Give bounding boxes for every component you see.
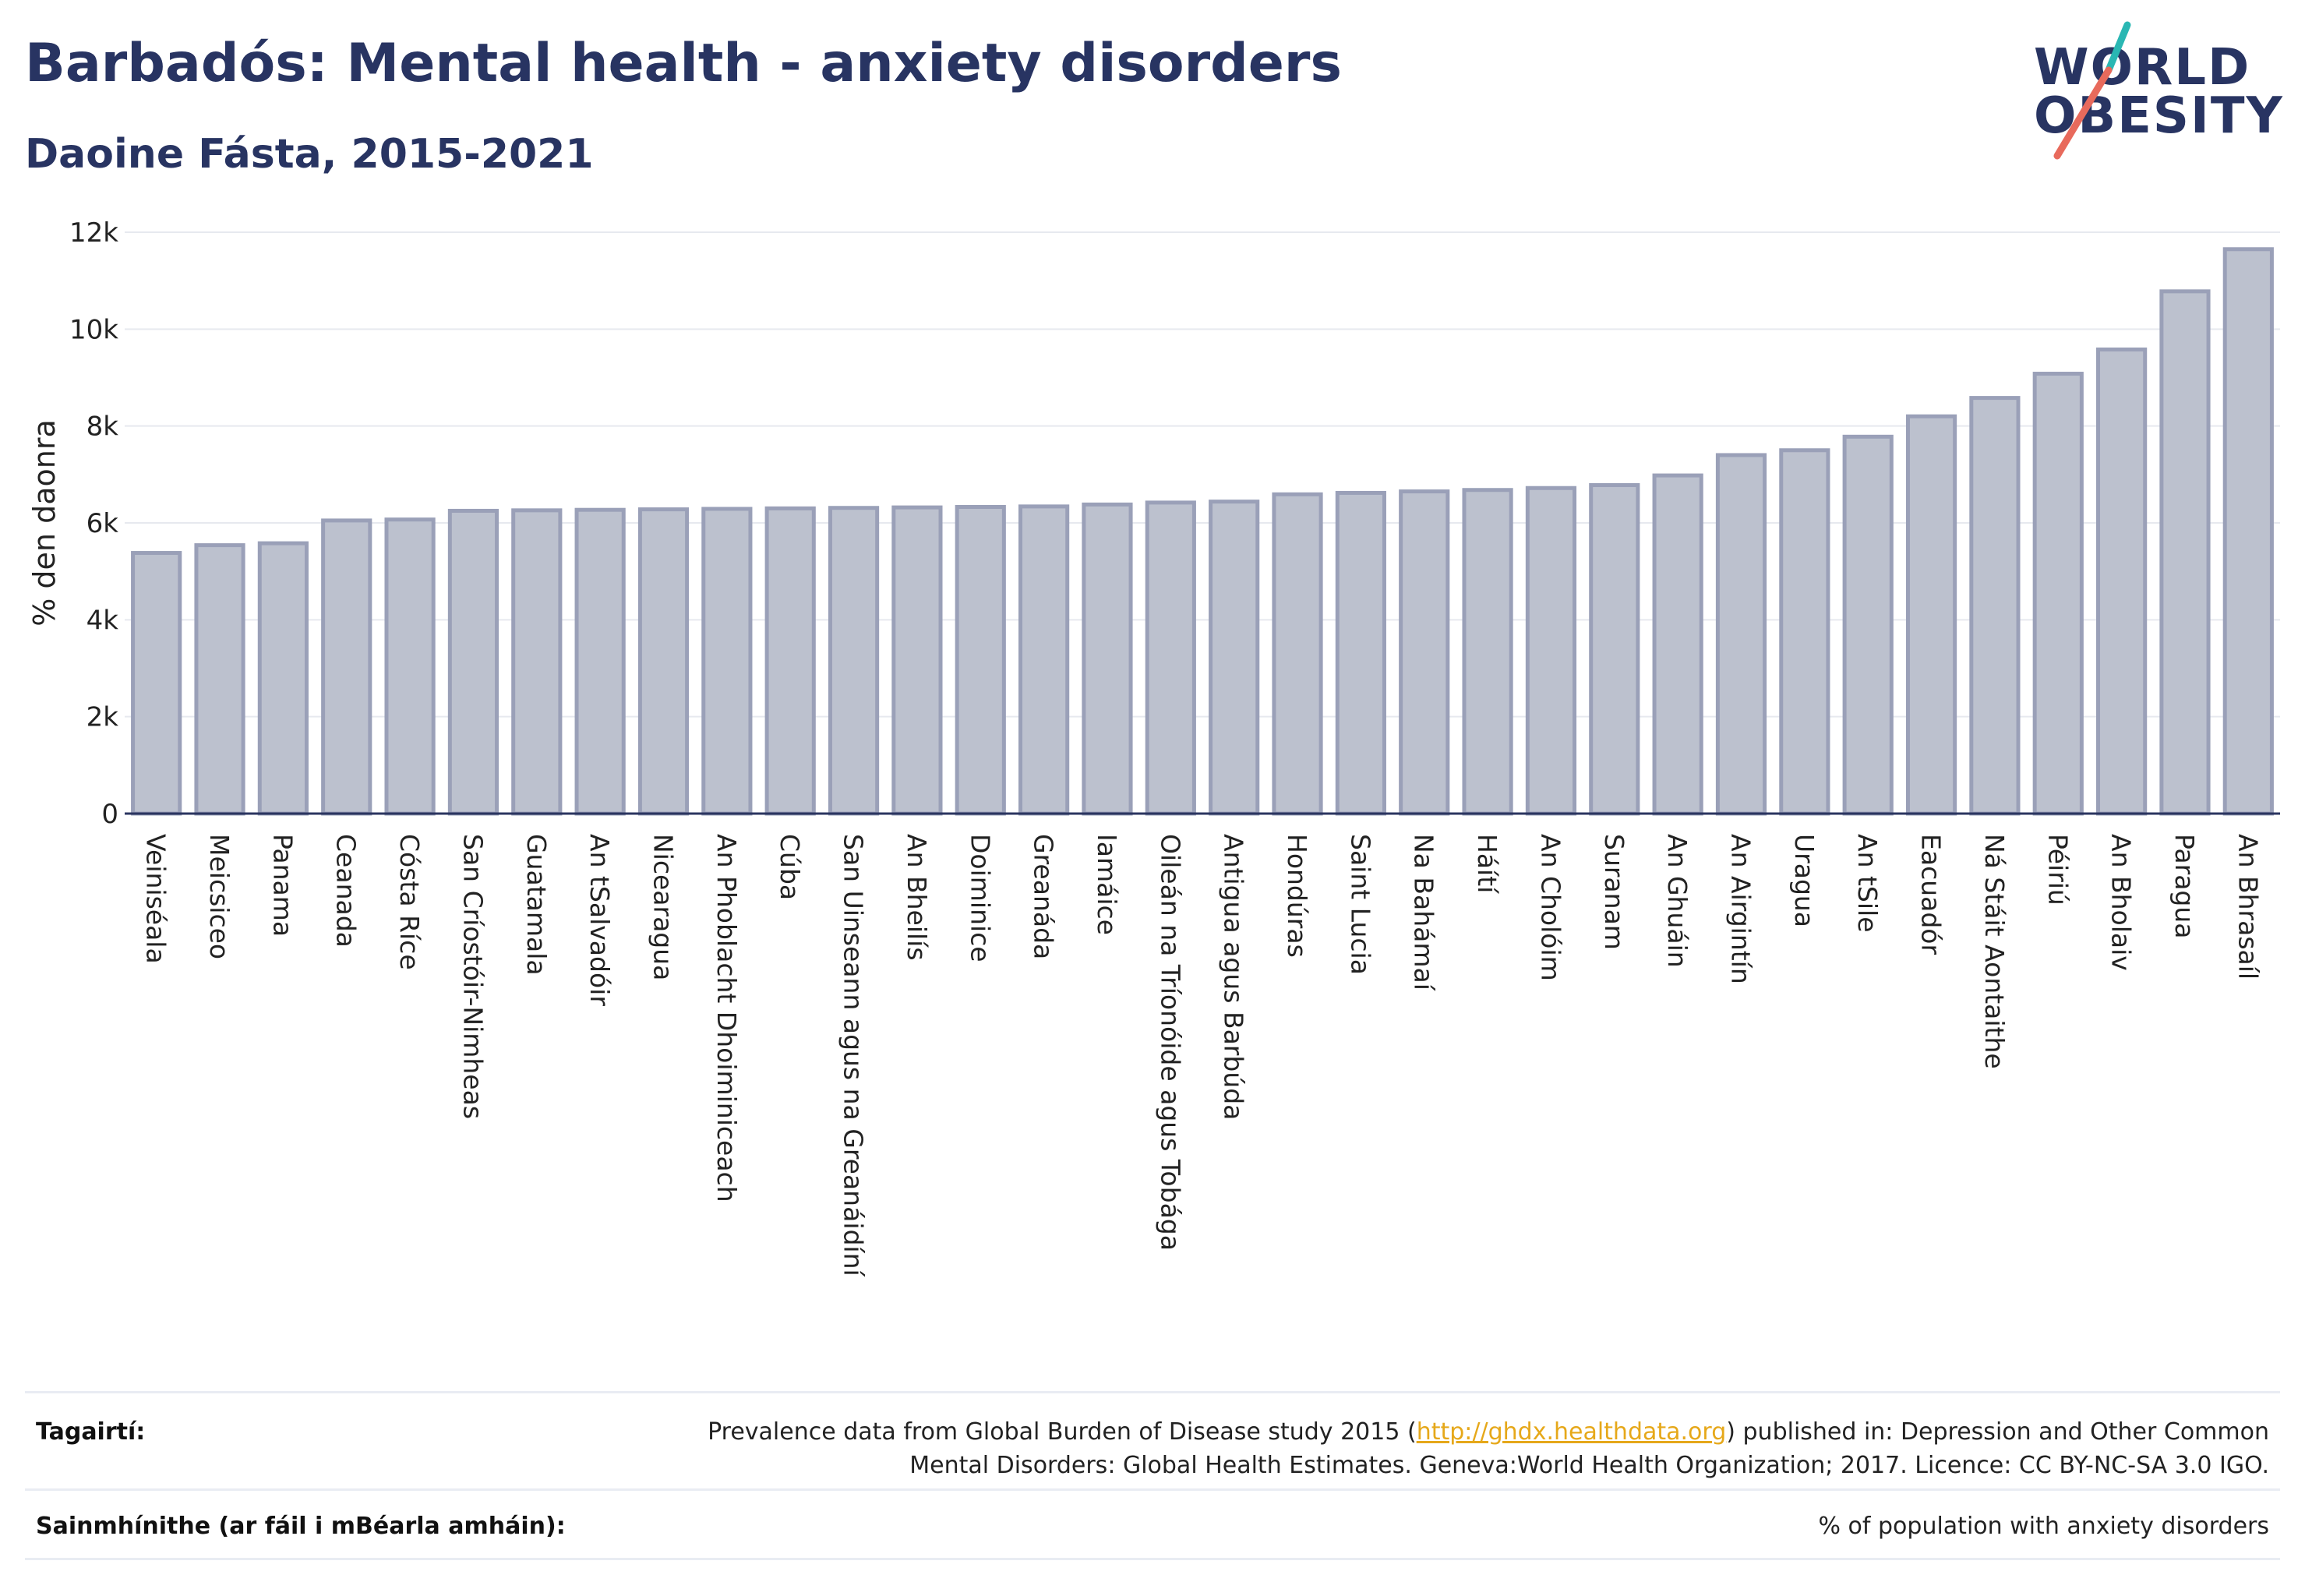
bar	[637, 507, 690, 816]
bar	[955, 504, 1006, 816]
x-tick-label: Oileán na Tríonóide agus Tobága	[1155, 834, 1185, 1251]
bar	[321, 518, 372, 816]
bar	[1969, 396, 2021, 816]
x-tick-label: Uragua	[1789, 834, 1820, 927]
x-tick-label: Greanáda	[1029, 834, 1059, 959]
x-tick-label: Guatamala	[521, 834, 552, 976]
y-tick-label: 8k	[86, 411, 119, 443]
x-tick-label: Veiniséala	[141, 834, 171, 964]
x-tick-label: Meicsiceo	[204, 834, 235, 959]
bar	[891, 505, 943, 816]
bar	[1462, 488, 1513, 816]
bar	[2222, 247, 2274, 816]
bar-chart: 0 2k 4k 6k 8k 10k 12k % den daonra Veiniséala Mei…	[27, 217, 2280, 1278]
x-tick-label: An Bhrasaíl	[2233, 834, 2263, 980]
x-tick-label: Cúba	[775, 834, 805, 900]
x-tick-label: Ceanada	[331, 834, 362, 948]
x-tick-label: An Bheilís	[902, 834, 932, 961]
chart-subtitle: Daoine Fásta, 2015-2021	[25, 131, 594, 178]
definitions-text: % of population with anxiety disorders	[1818, 1513, 2269, 1540]
x-tick-label: An Ghuáin	[1662, 834, 1693, 968]
x-tick-label: Péiriú	[2042, 834, 2073, 906]
bar	[2159, 289, 2211, 816]
bar	[1905, 414, 1957, 816]
x-tick-label: An Airgintín	[1726, 834, 1756, 984]
definitions-row: Sainmhínithe (ar fáil i mBéarla amháin):…	[25, 1488, 2280, 1560]
bar	[1399, 489, 1450, 816]
x-tick-label: Na Bahámaí	[1409, 834, 1439, 992]
bar	[2096, 347, 2148, 816]
references-link[interactable]: http://ghdx.healthdata.org	[1416, 1418, 1727, 1446]
definitions-label: Sainmhínithe (ar fáil i mBéarla amháin):	[36, 1513, 566, 1540]
bar	[2032, 372, 2084, 816]
y-axis-label: % den daonra	[27, 419, 62, 627]
bar	[1589, 483, 1640, 816]
x-tick-label: Nicearagua	[648, 834, 679, 980]
x-tick-label: An tSile	[1852, 834, 1883, 933]
bar	[1715, 453, 1767, 816]
bar	[1145, 500, 1196, 816]
y-tick-label: 10k	[69, 314, 118, 345]
references-text-line2: Mental Disorders: Global Health Estimate…	[909, 1452, 2269, 1479]
references-row: Tagairtí: Prevalence data from Global Bu…	[25, 1391, 2280, 1490]
bar	[1209, 500, 1260, 816]
x-tick-label: San Uinseann agus na Greanáidíní	[838, 834, 869, 1278]
bar	[764, 506, 816, 816]
x-tick-label: Suranam	[1599, 834, 1629, 950]
references-text-end: ) published in: Depression and Other Com…	[1726, 1418, 2269, 1446]
x-tick-label: Saint Lucia	[1345, 834, 1375, 975]
bar	[257, 541, 309, 816]
x-tick-label: Paragua	[2169, 834, 2200, 939]
logo-text-world: WORLD	[2034, 39, 2251, 97]
logo-text-obesity: OBESITY	[2034, 87, 2284, 145]
bar	[1842, 434, 1894, 816]
bar	[1779, 448, 1830, 816]
bar	[701, 507, 753, 816]
bar	[1525, 486, 1577, 816]
x-tick-label: An Phoblacht Dhoiminiceach	[711, 834, 742, 1202]
bar	[828, 506, 880, 816]
references-text-start: Prevalence data from Global Burden of Di…	[708, 1418, 1417, 1446]
x-tick-label: An tSalvadóir	[584, 834, 615, 1006]
logo-slash-icon	[2053, 21, 2131, 160]
bar	[1272, 492, 1323, 816]
world-obesity-logo: WORLD OBESITY	[2034, 21, 2284, 164]
bar	[1652, 473, 1703, 816]
y-tick-label: 12k	[69, 217, 118, 249]
bar	[447, 508, 499, 816]
x-tick-label: Antigua agus Barbúda	[1219, 834, 1249, 1120]
x-tick-label: An Bholaiv	[2106, 834, 2137, 971]
x-tick-label: Háítí	[1472, 834, 1502, 895]
x-tick-label: Iamáice	[1092, 834, 1122, 935]
bar	[1082, 502, 1133, 816]
references-text: Prevalence data from Global Burden of Di…	[708, 1415, 2269, 1482]
x-tick-label: An Cholóim	[1535, 834, 1565, 981]
x-tick-label: Eacuadór	[1916, 834, 1947, 955]
y-tick-label: 0	[101, 799, 118, 830]
bar	[511, 508, 563, 816]
chart-title: Barbadós: Mental health - anxiety disord…	[25, 33, 1342, 94]
bar	[131, 551, 182, 816]
bar	[384, 517, 436, 816]
x-tick-label: Panama	[267, 834, 298, 937]
y-tick-label: 2k	[86, 702, 119, 733]
bar	[1335, 490, 1386, 816]
y-tick-label: 6k	[86, 508, 119, 539]
x-tick-label: Hondúras	[1282, 834, 1312, 958]
x-tick-label: San Críostóir-Nimheas	[457, 834, 488, 1119]
references-label: Tagairtí:	[36, 1418, 146, 1446]
bar	[194, 543, 245, 816]
x-tick-label: Cósta Ríce	[394, 834, 425, 970]
bar	[1018, 504, 1070, 816]
x-tick-label: Ná Stáit Aontaithe	[1979, 834, 2010, 1069]
bar	[574, 507, 626, 816]
y-tick-label: 4k	[86, 605, 119, 636]
x-tick-label: Doiminice	[965, 834, 995, 962]
